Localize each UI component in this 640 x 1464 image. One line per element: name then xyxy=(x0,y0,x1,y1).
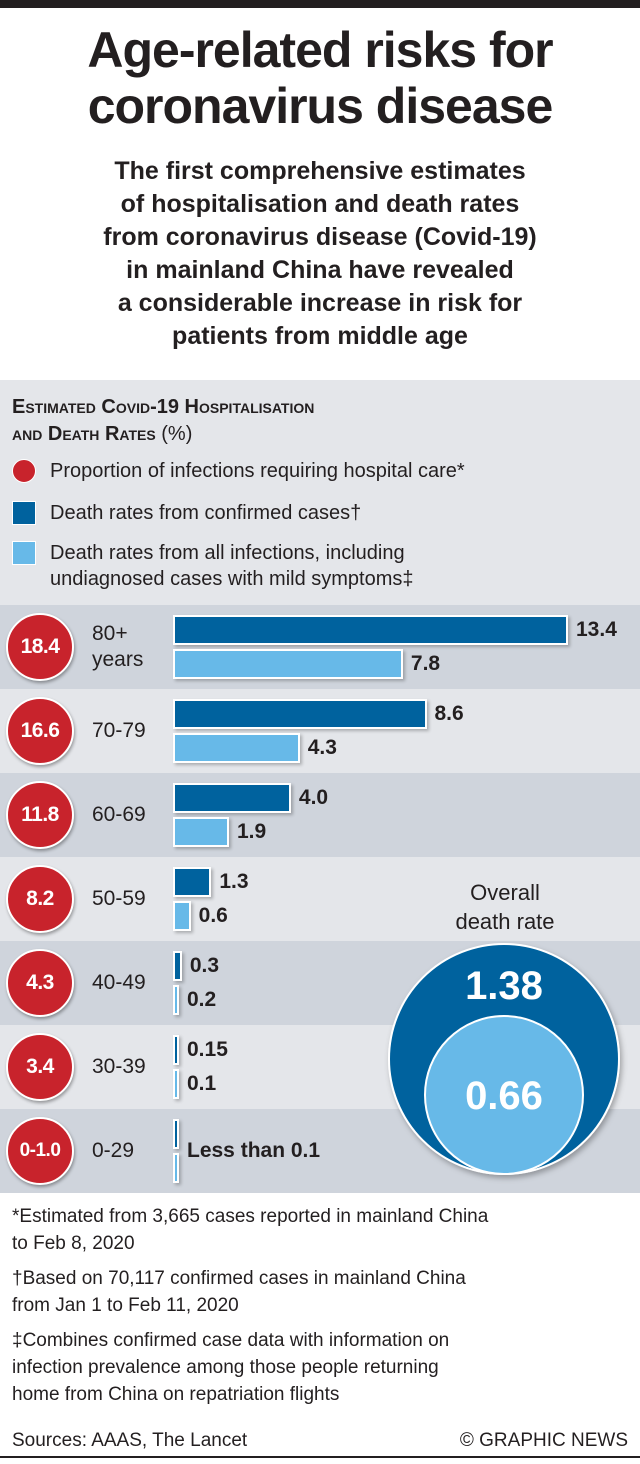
footnote-hospital: *Estimated from 3,665 cases reported in … xyxy=(12,1203,632,1257)
sources: Sources: AAAS, The Lancet xyxy=(12,1430,248,1451)
legend-label-line: Death rates from all infections, includi… xyxy=(50,542,405,564)
hospitalisation-badge: 16.6 xyxy=(6,697,74,765)
bar-confirmed xyxy=(173,783,291,813)
bar-confirmed xyxy=(173,615,568,645)
hospitalisation-badge: 8.2 xyxy=(6,865,74,933)
bar-all-infections xyxy=(173,733,300,763)
bar-all-infections xyxy=(173,817,229,847)
value-label-combined: Less than 0.1 xyxy=(187,1139,321,1162)
bar-confirmed xyxy=(173,699,427,729)
age-group-row xyxy=(0,773,640,857)
chart-title-line: Estimated Covid-19 Hospitalisation xyxy=(12,396,315,418)
bar-confirmed xyxy=(173,951,182,981)
overall-label-line: Overall xyxy=(470,880,540,905)
footnotes: *Estimated from 3,665 cases reported in … xyxy=(12,1203,632,1416)
overall-death-rate-label: Overall death rate xyxy=(420,878,590,936)
red-circle-icon xyxy=(12,459,36,483)
overall-confirmed-value: 1.38 xyxy=(465,964,543,1008)
bar-all-infections xyxy=(173,1069,179,1099)
legend: Estimated Covid-19 Hospitalisation and D… xyxy=(0,380,640,605)
subtitle-line: from coronavirus disease (Covid-19) xyxy=(103,223,537,251)
subtitle-line: patients from middle age xyxy=(172,322,468,350)
dark-blue-square-icon xyxy=(12,501,36,525)
footnote-confirmed: †Based on 70,117 confirmed cases in main… xyxy=(12,1265,632,1319)
bar-confirmed xyxy=(173,1035,179,1065)
value-label-confirmed: 0.15 xyxy=(187,1038,228,1061)
footnote-line: ‡Combines confirmed case data with infor… xyxy=(12,1330,450,1351)
value-label-confirmed: 4.0 xyxy=(298,786,329,809)
age-group-label: 50-59 xyxy=(92,886,146,912)
age-group-label-line: 30-39 xyxy=(92,1055,146,1078)
legend-item-all-infections: Death rates from all infections, includi… xyxy=(12,540,414,592)
bar-confirmed xyxy=(173,867,212,897)
age-group-label: 70-79 xyxy=(92,718,146,744)
footnote-line: to Feb 8, 2020 xyxy=(12,1233,135,1254)
page-title: Age-related risks for coronavirus diseas… xyxy=(0,22,640,134)
age-group-label-line: 70-79 xyxy=(92,719,146,742)
bar-confirmed xyxy=(173,1119,179,1149)
overall-death-rate-circles: 1.38 0.66 xyxy=(388,943,620,1175)
legend-item-confirmed: Death rates from confirmed cases† xyxy=(12,500,361,526)
age-group-label: 60-69 xyxy=(92,802,146,828)
bar-all-infections xyxy=(173,901,191,931)
value-label-confirmed: 1.3 xyxy=(219,870,249,893)
age-group-label-line: 50-59 xyxy=(92,887,146,910)
value-label-confirmed: 13.4 xyxy=(576,618,617,641)
footnote-line: infection prevalence among those people … xyxy=(12,1357,439,1378)
legend-label: Death rates from confirmed cases† xyxy=(50,502,362,524)
credit: © GRAPHIC NEWS xyxy=(459,1430,628,1451)
age-group-label-line: 80+ xyxy=(92,622,128,645)
footnote-line: home from China on repatriation flights xyxy=(12,1384,340,1405)
age-group-row xyxy=(0,857,640,941)
bottom-rule xyxy=(0,1456,640,1458)
overall-all-infections-value: 0.66 xyxy=(465,1074,543,1118)
subtitle: The first comprehensive estimates of hos… xyxy=(20,155,620,353)
legend-label: Death rates from all infections, includi… xyxy=(50,540,414,592)
age-group-label-line: 40-49 xyxy=(92,971,146,994)
hospitalisation-badge: 3.4 xyxy=(6,1033,74,1101)
value-label-all-infections: 0.6 xyxy=(198,904,228,927)
overall-label-line: death rate xyxy=(455,909,555,934)
value-label-all-infections: 0.2 xyxy=(187,988,217,1011)
footnote-line: from Jan 1 to Feb 11, 2020 xyxy=(12,1295,239,1316)
subtitle-line: The first comprehensive estimates xyxy=(114,157,526,185)
legend-item-hospital: Proportion of infections requiring hospi… xyxy=(12,458,465,484)
bar-all-infections xyxy=(173,649,403,679)
footnote-line: *Estimated from 3,665 cases reported in … xyxy=(12,1206,489,1227)
age-group-label: 30-39 xyxy=(92,1054,146,1080)
bar-all-infections xyxy=(173,985,179,1015)
value-label-confirmed: 8.6 xyxy=(434,702,464,725)
hospitalisation-badge: 18.4 xyxy=(6,613,74,681)
light-blue-square-icon xyxy=(12,541,36,565)
legend-label: Proportion of infections requiring hospi… xyxy=(50,460,465,482)
title-line: coronavirus disease xyxy=(87,78,554,134)
hospitalisation-badge: 0-1.0 xyxy=(6,1117,74,1185)
value-label-all-infections: 1.9 xyxy=(237,820,267,843)
chart-title: Estimated Covid-19 Hospitalisation and D… xyxy=(12,394,314,448)
age-group-label-line: years xyxy=(92,648,144,671)
top-rule xyxy=(0,0,640,8)
value-label-all-infections: 7.8 xyxy=(410,652,441,675)
title-line: Age-related risks for xyxy=(87,22,553,78)
footnote-all-infections: ‡Combines confirmed case data with infor… xyxy=(12,1327,632,1408)
age-group-label: 80+ years xyxy=(92,621,143,673)
age-group-label: 0-29 xyxy=(92,1138,134,1164)
value-label-all-infections: 0.1 xyxy=(187,1072,217,1095)
hospitalisation-badge: 11.8 xyxy=(6,781,74,849)
age-group-label-line: 60-69 xyxy=(92,803,146,826)
value-label-all-infections: 4.3 xyxy=(307,736,337,759)
age-group-label: 40-49 xyxy=(92,970,146,996)
hospitalisation-badge: 4.3 xyxy=(6,949,74,1017)
subtitle-line: of hospitalisation and death rates xyxy=(120,190,520,218)
bar-all-infections xyxy=(173,1153,179,1183)
chart-title-line: and Death Rates xyxy=(12,423,156,445)
legend-label-line: undiagnosed cases with mild symptoms‡ xyxy=(50,568,414,590)
subtitle-line: in mainland China have revealed xyxy=(126,256,514,284)
subtitle-line: a considerable increase in risk for xyxy=(117,289,523,317)
footnote-line: †Based on 70,117 confirmed cases in main… xyxy=(12,1268,466,1289)
chart-title-unit: (%) xyxy=(161,423,193,445)
overall-all-infections-circle xyxy=(424,1015,584,1175)
value-label-confirmed: 0.3 xyxy=(189,954,220,977)
age-group-label-line: 0-29 xyxy=(92,1139,135,1162)
